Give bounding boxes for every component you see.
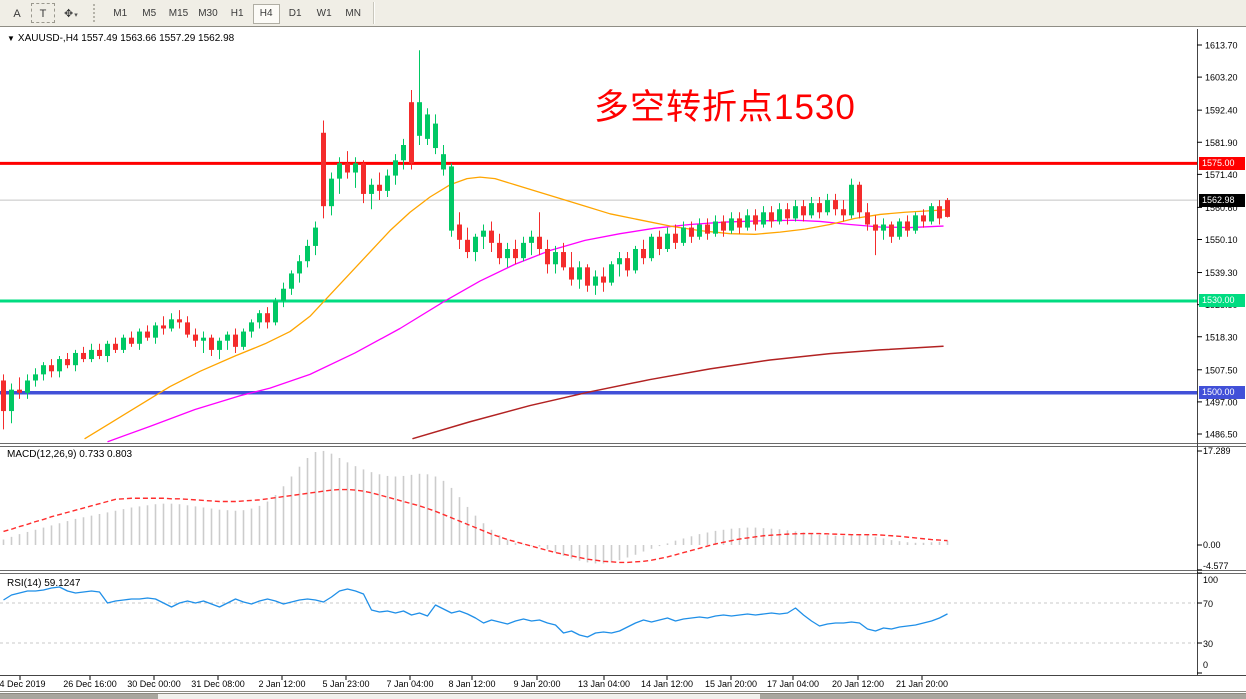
cursor-icon: ✥: [64, 8, 74, 20]
tf-button-m5[interactable]: M5: [136, 4, 163, 24]
svg-text:100: 100: [1203, 575, 1218, 585]
svg-text:1571.40: 1571.40: [1205, 170, 1238, 180]
macd-indicator-label: MACD(12,26,9) 0.733 0.803: [7, 449, 133, 460]
svg-text:1486.50: 1486.50: [1205, 430, 1238, 440]
ma-long-darkred: [412, 345, 944, 440]
chart-title: ▼ XAUUSD-,H4 1557.49 1563.66 1557.29 1562…: [7, 33, 234, 44]
macd-pane: [2, 450, 949, 564]
chevron-down-icon: ▾: [74, 12, 78, 19]
horizontal-scrollbar[interactable]: [0, 693, 1246, 699]
ma-fast-orange: [84, 176, 946, 440]
tf-button-w1[interactable]: W1: [311, 4, 338, 24]
tf-button-h4[interactable]: H4: [252, 3, 280, 24]
time-axis-label: 2 Jan 12:00: [258, 679, 306, 689]
svg-text:1518.30: 1518.30: [1205, 332, 1238, 342]
svg-text:70: 70: [1203, 599, 1213, 609]
rsi-pane: [0, 586, 1195, 644]
svg-text:1507.50: 1507.50: [1205, 365, 1238, 375]
timeframe-button-group: M1 M5 M15 M30 H1 H4 D1 W1 MN: [106, 3, 368, 24]
tf-button-mn[interactable]: MN: [340, 4, 367, 24]
time-axis-label: 31 Dec 08:00: [191, 679, 245, 689]
svg-text:1613.70: 1613.70: [1205, 41, 1238, 51]
chart-title-text: XAUUSD-,H4 1557.49 1563.66 1557.29 1562.…: [17, 33, 235, 44]
svg-text:1581.90: 1581.90: [1205, 138, 1238, 148]
arrow-text-tool-button[interactable]: A: [5, 3, 29, 23]
time-axis-label: 26 Dec 16:00: [63, 679, 117, 689]
price-axis: 1613.70 1603.20 1592.40 1581.90 1571.40 1560.…: [1197, 41, 1238, 674]
price-tag-current: 1562.98: [1199, 193, 1245, 207]
time-axis-label: 15 Jan 20:00: [704, 679, 758, 689]
time-axis-label: 30 Dec 00:00: [127, 679, 181, 689]
time-axis-label: 21 Jan 20:00: [895, 679, 949, 689]
horizontal-level-lines: [0, 161, 1197, 395]
scrollbar-thumb[interactable]: [158, 694, 760, 699]
svg-text:0: 0: [1203, 660, 1208, 670]
tf-button-m30[interactable]: M30: [194, 4, 221, 24]
svg-text:17.289: 17.289: [1203, 446, 1231, 456]
ma-slow-magenta: [107, 219, 944, 443]
price-tag-resistance: 1575.00: [1199, 156, 1245, 170]
time-axis-ticks: [19, 676, 923, 680]
toolbar: A T ✥▾ M1 M5 M15 M30 H1 H4 D1 W1 MN: [0, 0, 1246, 27]
tf-button-h1[interactable]: H1: [224, 4, 251, 24]
time-axis-label: 20 Jan 12:00: [831, 679, 885, 689]
tf-button-m1[interactable]: M1: [107, 4, 134, 24]
svg-text:-4.577: -4.577: [1203, 561, 1229, 571]
svg-text:1603.20: 1603.20: [1205, 73, 1238, 83]
time-axis-label: 24 Dec 2019: [0, 679, 46, 689]
svg-text:1560.60: 1560.60: [1205, 203, 1238, 213]
time-axis-label: 13 Jan 04:00: [577, 679, 631, 689]
time-axis-label: 9 Jan 20:00: [513, 679, 561, 689]
svg-text:30: 30: [1203, 639, 1213, 649]
price-tag-support-blue: 1500.00: [1199, 386, 1245, 400]
svg-text:1550.10: 1550.10: [1205, 235, 1238, 245]
rsi-indicator-label: RSI(14) 59.1247: [7, 578, 81, 589]
svg-text:1592.40: 1592.40: [1205, 106, 1238, 116]
price-tag-support-green: 1530.00: [1199, 294, 1245, 308]
time-axis-label: 14 Jan 12:00: [640, 679, 694, 689]
time-axis-label: 17 Jan 04:00: [766, 679, 820, 689]
tf-button-d1[interactable]: D1: [282, 4, 309, 24]
time-axis-label: 7 Jan 04:00: [386, 679, 434, 689]
candles-layer: [1, 50, 950, 430]
cursor-mode-tool-button[interactable]: ✥▾: [57, 3, 85, 23]
text-label-tool-button[interactable]: T: [31, 3, 55, 23]
pane-frame: [0, 29, 1246, 692]
svg-text:0.00: 0.00: [1203, 540, 1221, 550]
toolbar-drag-handle[interactable]: [92, 4, 101, 22]
tf-button-m15[interactable]: M15: [165, 4, 192, 24]
svg-text:1497.00: 1497.00: [1205, 397, 1238, 407]
time-axis: 24 Dec 2019 26 Dec 16:00 30 Dec 00:00 31 De…: [0, 679, 1246, 692]
time-axis-label: 8 Jan 12:00: [448, 679, 496, 689]
time-axis-label: 5 Jan 23:00: [322, 679, 370, 689]
svg-text:1539.30: 1539.30: [1205, 268, 1238, 278]
symbol-dropdown-icon[interactable]: ▼: [7, 34, 15, 43]
toolbar-separator: [372, 2, 374, 24]
chart-annotation-text: 多空转折点1530: [594, 88, 856, 127]
